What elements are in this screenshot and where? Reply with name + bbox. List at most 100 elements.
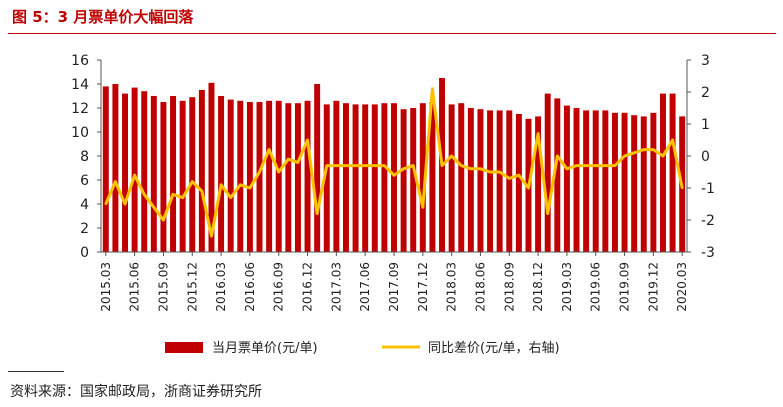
line-point xyxy=(143,193,146,196)
bar xyxy=(477,109,484,252)
x-axis-tick-label: 2019.12 xyxy=(646,262,660,312)
left-axis-tick-label: 8 xyxy=(80,149,89,165)
line-point xyxy=(469,167,473,170)
line-point xyxy=(498,170,501,174)
bar xyxy=(352,104,359,253)
bar xyxy=(429,102,436,252)
line-point xyxy=(325,164,328,167)
bar xyxy=(515,114,522,252)
bar xyxy=(150,96,157,252)
right-axis-tick-label: 3 xyxy=(701,53,710,69)
bar xyxy=(391,103,397,252)
bar xyxy=(285,103,292,252)
x-axis-tick-label: 2018.12 xyxy=(531,262,545,312)
bar xyxy=(160,102,167,252)
line-point xyxy=(536,132,540,135)
line-point xyxy=(556,154,559,158)
line-point xyxy=(488,170,492,174)
x-axis-tick-label: 2018.03 xyxy=(445,262,459,312)
line-series xyxy=(104,87,684,238)
bar xyxy=(544,93,551,252)
bar xyxy=(170,96,177,252)
bar xyxy=(419,103,426,252)
source-divider xyxy=(8,371,64,372)
left-axis-tick-label: 2 xyxy=(80,221,89,237)
right-y-axis: -3 -2 -1 0 1 2 3 xyxy=(686,53,715,261)
bar xyxy=(179,100,186,252)
line-point xyxy=(191,180,194,183)
line-point xyxy=(363,164,367,167)
x-axis-tick-label: 2020.03 xyxy=(675,262,689,312)
line-point xyxy=(354,164,357,167)
line-point xyxy=(335,164,338,167)
left-axis-tick-label: 14 xyxy=(71,77,89,93)
left-axis-tick-label: 16 xyxy=(71,53,89,69)
bar xyxy=(506,110,513,253)
line-point xyxy=(200,190,204,193)
x-axis-tick-label: 2015.12 xyxy=(185,262,199,312)
line-point xyxy=(219,183,223,186)
figure-title: 图 5：3 月票单价大幅回落 xyxy=(12,8,194,26)
bar xyxy=(650,112,657,252)
line-point xyxy=(383,164,386,167)
bar xyxy=(237,100,244,252)
x-axis-tick-label: 2015.09 xyxy=(156,262,170,312)
line-point xyxy=(315,212,319,215)
bar xyxy=(448,104,455,253)
source-note: 资料来源：国家邮政局，浙商证券研究所 xyxy=(10,384,262,400)
line-point xyxy=(296,161,300,164)
bar xyxy=(496,110,503,253)
x-axis-tick-label: 2019.03 xyxy=(560,262,574,312)
line-point xyxy=(508,177,511,180)
line-point xyxy=(642,148,645,151)
right-axis-tick-label: -1 xyxy=(701,181,715,197)
x-axis-tick-label: 2019.06 xyxy=(589,262,603,312)
line-point xyxy=(680,186,684,190)
bar xyxy=(333,100,340,252)
bar xyxy=(342,103,349,252)
line-point xyxy=(575,164,578,167)
bar xyxy=(294,103,301,252)
x-axis: 2015.03 2015.06 2015.09 2015.12 2016.03 2016.… xyxy=(99,251,689,312)
bar xyxy=(592,110,599,253)
bar xyxy=(660,93,666,252)
line-point xyxy=(632,151,636,154)
left-axis-tick-label: 10 xyxy=(71,125,89,141)
left-axis-tick-label: 0 xyxy=(80,245,89,261)
left-axis-tick-label: 4 xyxy=(80,197,89,213)
x-axis-tick-label: 2015.06 xyxy=(128,262,142,312)
line-point xyxy=(623,154,626,158)
right-axis-tick-label: -3 xyxy=(701,245,715,261)
line-point xyxy=(613,164,617,167)
bar xyxy=(198,90,205,252)
line-point xyxy=(267,148,271,151)
line-point xyxy=(152,206,156,209)
line-point xyxy=(402,167,405,170)
legend: 当月票单价(元/单) 同比差价(元/单，右轴) xyxy=(165,341,560,356)
right-axis-tick-label: -2 xyxy=(701,213,715,229)
bar xyxy=(621,112,628,252)
x-axis-tick-label: 2017.06 xyxy=(358,262,372,312)
x-axis-tick-label: 2016.06 xyxy=(243,262,257,312)
line-point xyxy=(671,138,674,142)
bar xyxy=(362,104,369,253)
line-point xyxy=(527,186,530,190)
bar xyxy=(218,96,225,252)
line-point xyxy=(440,164,444,167)
x-axis-tick-label: 2018.06 xyxy=(473,262,487,312)
bar xyxy=(304,100,311,252)
line-point xyxy=(181,196,184,199)
bar xyxy=(563,105,570,252)
bar xyxy=(141,91,148,252)
line-point xyxy=(258,170,261,174)
bar xyxy=(102,86,109,253)
bar xyxy=(640,116,647,253)
line-point xyxy=(604,164,607,167)
left-y-axis: 0 2 4 6 8 10 12 14 16 xyxy=(71,53,102,261)
line-point xyxy=(162,218,165,222)
bar xyxy=(611,112,618,252)
x-axis-tick-label: 2018.09 xyxy=(502,262,516,312)
line-point xyxy=(546,212,549,215)
line-point xyxy=(114,180,117,183)
